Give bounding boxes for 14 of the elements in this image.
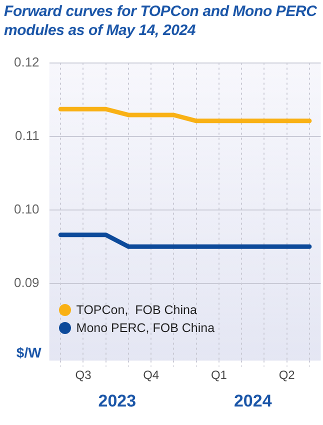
y-tick-label: 0.11 (14, 128, 40, 143)
y-tick-label: 0.10 (14, 201, 40, 216)
text: 2024 (234, 392, 272, 411)
y-axis-title: $/W (16, 344, 42, 360)
x-tick-label: Q2 (278, 368, 296, 382)
legend-label: TOPCon, FOB China (76, 302, 197, 317)
x-tick-label: Q3 (75, 368, 92, 382)
chart-title: Forward curves for TOPCon and Mono PERC modules as of May 14, 2024 (4, 2, 318, 40)
text: 2023 (98, 392, 136, 411)
x-tick-label: Q1 (210, 368, 228, 382)
x-tick-label: Q4 (143, 368, 160, 382)
y-tick-label: 0.09 (14, 274, 40, 290)
legend-label: Mono PERC, FOB China (76, 320, 215, 335)
y-tick-label: 0.12 (14, 54, 40, 70)
